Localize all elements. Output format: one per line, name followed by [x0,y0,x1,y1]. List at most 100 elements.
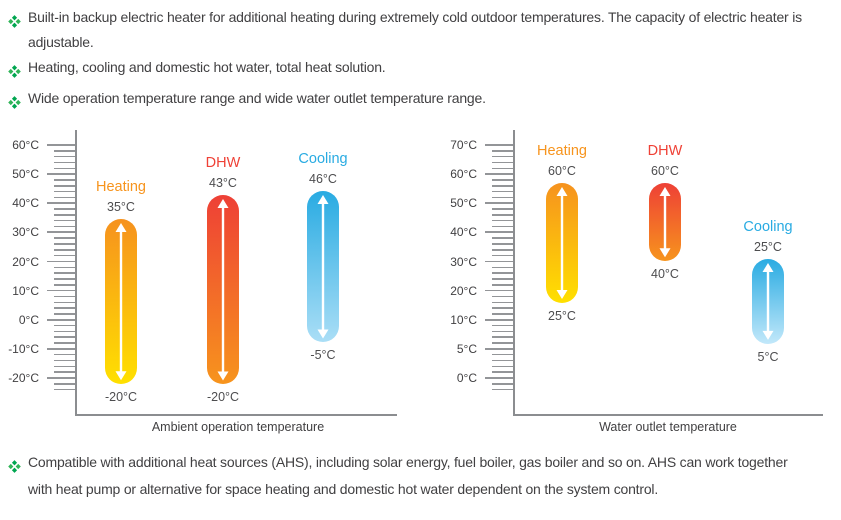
range-bar-cooling [752,259,784,344]
range-arrow [649,183,681,261]
min-value-label: -20°C [104,390,138,404]
minor-tick [492,307,513,309]
minor-tick [492,284,513,286]
minor-tick [492,336,513,338]
bullet-icon-wrap [8,11,21,36]
axis-caption: Water outlet temperature [599,420,737,434]
minor-tick [492,388,513,391]
range-bar-dhw [207,194,239,384]
minor-tick [492,313,513,315]
minor-tick [54,353,75,356]
minor-tick [54,237,75,239]
major-tick [47,260,75,263]
minor-tick [54,383,75,385]
four-diamond-clover-icon [8,15,21,28]
y-tick-label: 30°C [12,225,39,240]
major-tick [485,202,513,205]
minor-tick [492,324,513,327]
series-label-heating: Heating [96,178,146,195]
four-diamond-clover-icon [8,96,21,109]
minor-tick [492,150,513,152]
y-tick-label: 40°C [450,225,477,240]
major-tick [485,289,513,292]
feature-text: Heating, cooling and domestic hot water,… [28,59,386,75]
series-label-cooling: Cooling [743,219,793,236]
major-tick [47,144,75,146]
feature-text: Built-in backup electric heater for addi… [28,9,802,50]
minor-tick [54,167,75,170]
major-tick [47,318,75,321]
minor-tick [54,272,75,274]
minor-tick [492,295,513,298]
y-tick-label: 30°C [450,254,477,269]
min-value-label: 25°C [548,309,576,324]
minor-tick [54,342,75,344]
feature-text: Wide operation temperature range and wid… [28,90,486,106]
double-headed-arrow-icon [115,222,127,380]
range-arrow [307,191,339,343]
max-value-label: 60°C [651,164,679,179]
major-tick [47,377,75,379]
bullet-icon-wrap [8,455,21,482]
series-label-cooling: Cooling [298,150,348,167]
max-value-label: 43°C [209,175,237,190]
series-label-dhw: DHW [647,143,683,160]
feature-list-top: Built-in backup electric heater for addi… [8,5,836,117]
y-tick-label: 60°C [450,167,477,182]
double-headed-arrow-icon [659,187,671,258]
minor-tick [54,371,75,373]
minor-tick [54,359,75,362]
minor-tick [492,330,513,333]
major-tick [485,318,513,321]
minor-tick [54,324,75,327]
double-headed-arrow-icon [317,194,329,339]
minor-tick [492,278,513,280]
y-tick-label: 0°C [456,371,477,385]
double-headed-arrow-icon [556,187,568,300]
minor-tick [54,190,75,193]
minor-tick [492,301,513,304]
y-tick-label: -20°C [8,371,39,385]
minor-tick [492,342,513,344]
double-headed-arrow-icon [217,198,229,380]
min-value-label: 5°C [757,349,779,364]
minor-tick [492,266,513,269]
feature-item: Compatible with additional heat sources … [8,449,836,503]
series-label-heating: Heating [537,143,587,160]
y-tick-label: 10°C [450,312,477,327]
range-arrow [752,259,784,344]
axis-caption: Ambient operation temperature [151,420,325,434]
minor-tick [492,254,513,257]
minor-tick [492,190,513,193]
range-bar-dhw [649,183,681,262]
minor-tick [54,179,75,181]
y-tick-label: -10°C [8,341,39,356]
y-tick-label: 20°C [12,254,39,269]
y-tick-label: 10°C [12,283,39,298]
x-axis-line [75,414,397,416]
minor-tick [54,336,75,338]
feature-list-bottom: Compatible with additional heat sources … [8,449,836,503]
major-tick [47,231,75,234]
minor-tick [54,307,75,309]
major-tick [47,173,75,175]
y-axis-line [513,130,515,414]
minor-tick [492,249,513,251]
feature-item: Built-in backup electric heater for addi… [8,5,836,55]
y-tick-label: 0°C [18,312,39,327]
y-tick-label: 5°C [456,341,477,356]
y-tick-label: 70°C [450,138,477,152]
minor-tick [492,161,513,164]
minor-tick [54,295,75,298]
minor-tick [54,225,75,228]
minor-tick [54,388,75,391]
bullet-icon-wrap [8,61,21,86]
minor-tick [54,155,75,158]
y-tick-label: 20°C [450,283,477,298]
x-axis-line [513,414,823,416]
feature-item: Wide operation temperature range and wid… [8,86,836,117]
feature-text: Compatible with additional heat sources … [28,454,788,497]
